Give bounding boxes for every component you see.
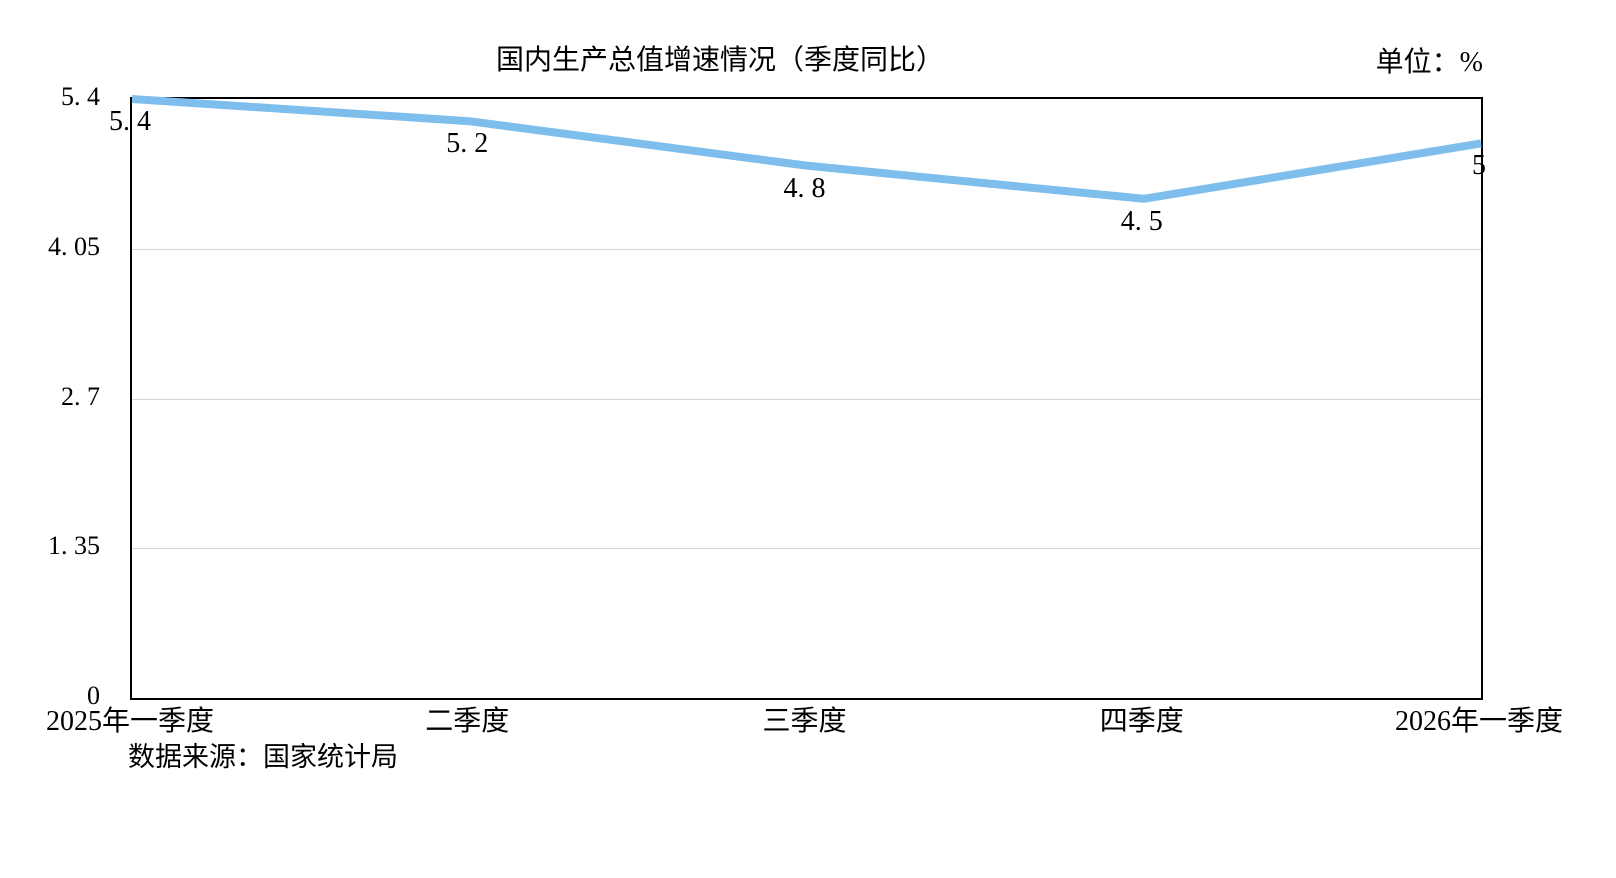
chart-title: 国内生产总值增速情况（季度同比） <box>495 45 945 76</box>
data-point-label: 4. 5 <box>1120 205 1163 237</box>
plot-area <box>130 95 1483 700</box>
y-axis-tick-label: 2. 7 <box>61 381 100 411</box>
x-axis-tick-label: 2025年一季度 <box>45 706 215 737</box>
y-axis-tick-label: 1. 35 <box>48 531 100 561</box>
y-axis-tick-label: 4. 05 <box>48 231 100 261</box>
data-point-label: 4. 8 <box>783 172 826 204</box>
data-point-label: 5. 2 <box>446 128 489 160</box>
data-point-label: 5. 4 <box>109 106 151 137</box>
gridline <box>132 398 1481 400</box>
gridline <box>132 248 1481 250</box>
gdp-line-series <box>131 95 1482 203</box>
gridline <box>132 548 1481 550</box>
unit-label: 单位：% <box>1375 47 1483 78</box>
source-note: 数据来源：国家统计局 <box>128 742 398 772</box>
data-point-label: 5 <box>1472 150 1486 182</box>
x-axis-tick-label: 三季度 <box>762 706 847 737</box>
x-axis-tick-label: 二季度 <box>425 706 510 737</box>
y-axis-tick-label: 0 <box>87 681 100 710</box>
gdp-line-path <box>131 95 1482 203</box>
x-axis-tick-label: 2026年一季度 <box>1394 706 1564 737</box>
y-axis-tick-label: 5. 4 <box>61 82 100 111</box>
x-axis-tick-label: 四季度 <box>1099 706 1184 737</box>
